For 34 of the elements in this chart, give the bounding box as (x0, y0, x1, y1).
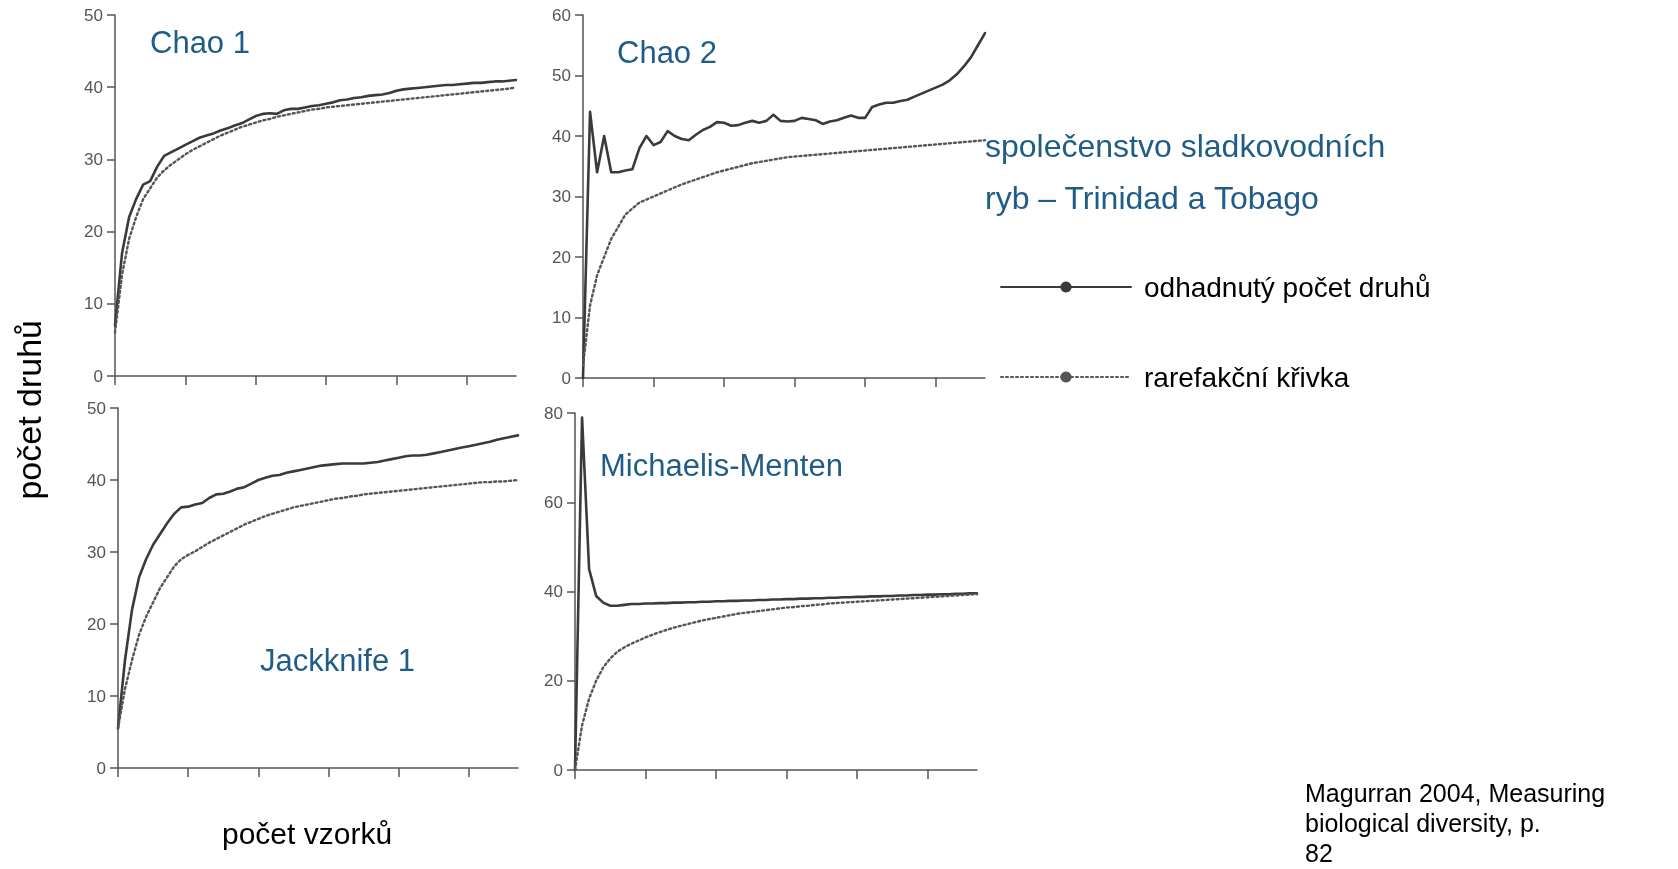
y-tick-label: 40 (552, 126, 571, 146)
text: Jackknife 1 (260, 643, 416, 678)
y-tick-label: 20 (552, 247, 571, 267)
y-tick-label: 0 (93, 366, 103, 386)
y-tick-label: 60 (544, 492, 563, 512)
y-tick-label: 40 (87, 470, 106, 490)
x-axis-title: počet vzorků (222, 816, 393, 850)
legend-label: rarefakční křivka (1144, 361, 1350, 393)
y-tick-label: 10 (87, 686, 106, 706)
legend-title: společenstvo sladkovodních ryb – Trinidad a Tobago (985, 128, 1395, 216)
y-tick-label: 0 (96, 758, 106, 778)
y-tick-label: 30 (87, 542, 106, 562)
y-tick-label: 50 (87, 398, 106, 418)
y-tick-label: 10 (552, 308, 571, 327)
text: Chao 2 (617, 35, 717, 70)
y-tick-label: 50 (552, 66, 571, 85)
y-tick-label: 30 (552, 187, 571, 206)
y-tick-label: 0 (561, 368, 571, 388)
y-tick-label: 50 (84, 5, 103, 25)
y-tick-label: 40 (544, 582, 563, 601)
y-tick-label: 80 (544, 403, 563, 423)
y-axis-title: počet druhů (10, 319, 48, 500)
text: Magurran 2004, Measuring biological diversity, p. 82 (1305, 779, 1613, 867)
y-tick-label: 20 (84, 222, 103, 242)
chart-title: Chao 1 (150, 25, 250, 60)
legend-label: odhadnutý počet druhů (1144, 271, 1431, 303)
y-tick-label: 10 (84, 294, 103, 314)
text: Michaelis-Menten (600, 448, 843, 483)
y-tick-label: 20 (544, 671, 563, 691)
y-tick-label: 20 (87, 614, 106, 634)
y-tick-label: 30 (84, 149, 103, 169)
y-tick-label: 60 (552, 5, 571, 25)
y-tick-label: 40 (84, 77, 103, 97)
y-tick-label: 0 (553, 760, 563, 780)
